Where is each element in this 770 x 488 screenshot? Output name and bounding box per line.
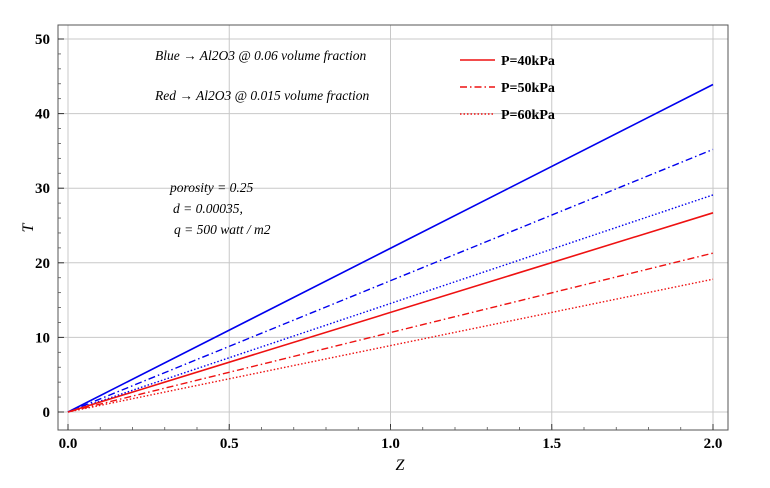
y-tick-label: 0 — [43, 405, 51, 421]
x-tick-label: 2.0 — [704, 436, 723, 452]
y-tick-label: 40 — [35, 107, 50, 123]
grid — [58, 25, 728, 430]
annotation-blue: Blue → Al2O3 @ 0.06 volume fraction — [155, 48, 367, 63]
x-tick-label: 0.5 — [220, 436, 239, 452]
series-line-red-dashdot — [67, 252, 714, 413]
annotation-red: Red → Al2O3 @ 0.015 volume fraction — [154, 88, 370, 103]
y-axis-title: T — [20, 222, 37, 232]
x-tick-label: 1.5 — [542, 436, 561, 452]
series-line-blue-solid — [67, 83, 714, 413]
x-tick-label: 1.0 — [381, 436, 400, 452]
series-line-red-solid — [67, 212, 714, 413]
annotation-q: q = 500 watt / m2 — [174, 222, 271, 237]
legend: P=40kPa P=50kPa P=60kPa — [460, 54, 555, 123]
series-line-red-dotted — [67, 278, 714, 413]
series-lines — [67, 83, 714, 413]
x-axis-title: Z — [396, 457, 406, 474]
plot-frame — [57, 24, 729, 431]
y-tick-label: 50 — [35, 32, 50, 48]
annotation-box: Blue → Al2O3 @ 0.06 volume fraction Red … — [154, 48, 370, 237]
legend-label-60kpa: P=60kPa — [501, 108, 555, 123]
series-line-blue-dashdot — [67, 148, 714, 413]
y-tick-label: 10 — [35, 330, 50, 346]
legend-label-40kpa: P=40kPa — [501, 54, 555, 69]
y-tick-label: 20 — [35, 256, 50, 272]
annotation-porosity: porosity = 0.25 — [169, 180, 253, 195]
legend-label-50kpa: P=50kPa — [501, 81, 555, 96]
y-tick-label: 30 — [35, 181, 50, 197]
annotation-d: d = 0.00035, — [173, 201, 243, 216]
axis-ticks: 0.0 0.5 1.0 1.5 2.0 0 10 20 30 40 50 — [35, 32, 722, 452]
x-tick-label: 0.0 — [59, 436, 78, 452]
series-line-blue-dotted — [67, 194, 714, 413]
